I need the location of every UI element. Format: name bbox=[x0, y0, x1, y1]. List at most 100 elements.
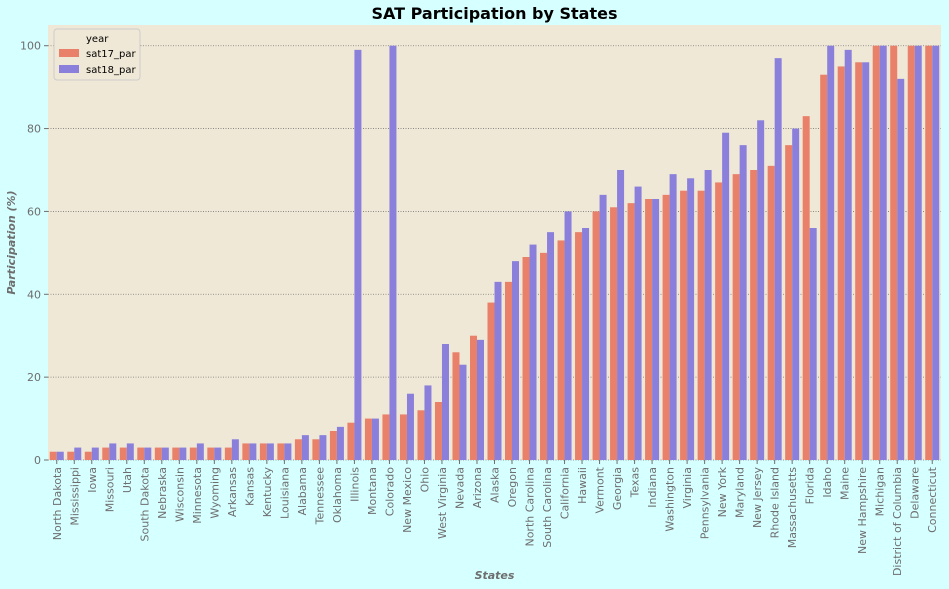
legend-swatch bbox=[59, 65, 79, 73]
x-tick-label: New York bbox=[716, 466, 729, 517]
bar-sat17_par bbox=[732, 174, 740, 460]
x-tick-label: Rhode Island bbox=[769, 467, 782, 538]
bar-sat17_par bbox=[715, 182, 723, 460]
bar-sat18_par bbox=[109, 443, 117, 460]
bar-sat18_par bbox=[914, 45, 922, 460]
bar-sat18_par bbox=[91, 447, 99, 460]
bar-sat17_par bbox=[925, 45, 933, 460]
bar-sat18_par bbox=[74, 447, 82, 460]
y-tick-label: 20 bbox=[27, 371, 41, 384]
bar-sat18_par bbox=[547, 232, 555, 460]
legend-items: sat17_par sat18_par bbox=[59, 49, 136, 76]
bar-sat17_par bbox=[452, 352, 460, 460]
bar-sat18_par bbox=[424, 385, 432, 460]
x-tick-label: Massachusetts bbox=[786, 467, 799, 549]
legend: year sat17_par sat18_par bbox=[53, 28, 141, 81]
bar-sat18_par bbox=[599, 194, 607, 460]
bar-sat17_par bbox=[224, 447, 232, 460]
x-tick-label: Florida bbox=[804, 467, 817, 504]
x-tick-label: Kansas bbox=[243, 467, 256, 506]
bar-sat17_par bbox=[434, 402, 442, 460]
bar-sat18_par bbox=[354, 49, 362, 460]
x-tick-label: Iowa bbox=[86, 467, 99, 493]
bar-sat17_par bbox=[137, 447, 145, 460]
x-tick-label: New Hampshire bbox=[856, 467, 869, 554]
bar-sat17_par bbox=[627, 203, 635, 460]
x-tick-label: Ohio bbox=[418, 467, 431, 493]
bar-sat18_par bbox=[196, 443, 204, 460]
bar-sat17_par bbox=[49, 451, 57, 460]
y-axis: 0 20 40 60 80 100 bbox=[20, 40, 48, 467]
bar-sat17_par bbox=[189, 447, 197, 460]
bar-sat18_par bbox=[476, 339, 484, 460]
bar-sat17_par bbox=[277, 443, 285, 460]
bar-sat18_par bbox=[704, 170, 712, 460]
x-tick-label: Nebraska bbox=[156, 467, 169, 519]
bar-sat17_par bbox=[855, 62, 863, 461]
bar-sat17_par bbox=[172, 447, 180, 460]
bar-sat17_par bbox=[802, 116, 810, 461]
x-tick-label: Oregon bbox=[506, 467, 519, 507]
bar-sat18_par bbox=[687, 178, 695, 461]
x-tick-label: Montana bbox=[366, 467, 379, 515]
bar-sat18_par bbox=[406, 393, 414, 460]
bar-sat17_par bbox=[505, 281, 513, 460]
bar-sat17_par bbox=[767, 165, 775, 460]
x-tick-label: New Jersey bbox=[751, 467, 764, 529]
bar-sat18_par bbox=[844, 49, 852, 460]
x-tick-label: Georgia bbox=[611, 467, 624, 510]
bar-sat18_par bbox=[722, 132, 730, 460]
bar-sat17_par bbox=[347, 422, 355, 460]
bar-sat17_par bbox=[259, 443, 267, 460]
bar-sat18_par bbox=[617, 170, 625, 460]
bar-sat18_par bbox=[231, 439, 239, 460]
legend-title: year bbox=[86, 34, 109, 45]
bar-sat18_par bbox=[389, 45, 397, 460]
x-axis: North Dakota Mississippi Iowa Missouri Utah S… bbox=[51, 460, 939, 576]
x-tick-label: North Dakota bbox=[51, 467, 64, 540]
x-tick-label: Maine bbox=[839, 467, 852, 500]
x-tick-label: Maryland bbox=[734, 467, 747, 518]
bar-sat17_par bbox=[154, 447, 162, 460]
bar-sat17_par bbox=[540, 252, 548, 460]
x-tick-label: Kentucky bbox=[261, 467, 274, 518]
x-tick-label: North Carolina bbox=[524, 467, 537, 547]
bar-sat17_par bbox=[364, 418, 372, 460]
bar-sat18_par bbox=[214, 447, 222, 460]
y-axis-title: Participation (%) bbox=[5, 190, 18, 294]
y-tick-label: 0 bbox=[34, 454, 41, 467]
x-tick-label: Alaska bbox=[489, 467, 502, 503]
x-tick-label: Mississippi bbox=[68, 467, 81, 526]
bar-sat18_par bbox=[284, 443, 292, 460]
bars bbox=[49, 45, 940, 461]
bar-sat18_par bbox=[757, 120, 765, 461]
bar-sat17_par bbox=[469, 335, 477, 460]
x-tick-label: Tennessee bbox=[313, 467, 326, 526]
bar-sat18_par bbox=[809, 228, 817, 460]
y-tick-label: 80 bbox=[27, 123, 41, 136]
x-tick-label: Missouri bbox=[103, 467, 116, 512]
bar-sat17_par bbox=[785, 145, 793, 460]
bar-sat17_par bbox=[872, 45, 880, 460]
bar-sat17_par bbox=[119, 447, 127, 460]
bar-sat18_par bbox=[441, 344, 449, 460]
bar-sat18_par bbox=[529, 244, 537, 460]
legend-label: sat18_par bbox=[86, 65, 136, 76]
x-tick-label: Nevada bbox=[453, 467, 466, 509]
bar-sat18_par bbox=[266, 443, 274, 460]
x-tick-label: Michigan bbox=[874, 467, 887, 516]
x-tick-label: West Virginia bbox=[436, 467, 449, 539]
bar-sat18_par bbox=[459, 364, 467, 460]
x-tick-label: Arkansas bbox=[226, 467, 239, 517]
y-tick-label: 40 bbox=[27, 288, 41, 301]
bar-sat17_par bbox=[907, 45, 915, 460]
legend-swatch bbox=[59, 49, 79, 57]
x-tick-label: South Dakota bbox=[138, 467, 151, 541]
x-tick-label: Connecticut bbox=[926, 466, 939, 533]
bar-sat18_par bbox=[792, 128, 800, 461]
bar-sat18_par bbox=[582, 228, 590, 460]
x-tick-label: New Mexico bbox=[401, 467, 414, 533]
y-tick-label: 60 bbox=[27, 205, 41, 218]
bar-sat17_par bbox=[67, 451, 75, 460]
